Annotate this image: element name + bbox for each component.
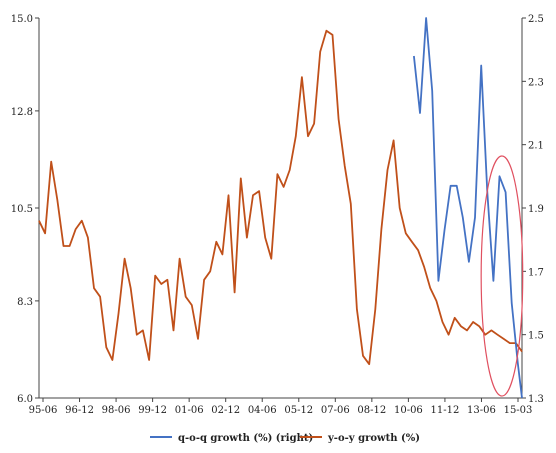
x-tick-label: 01-06 — [175, 405, 204, 416]
q-o-q-growth-line — [413, 17, 523, 399]
left-y-tick-label: 12.8 — [11, 107, 33, 118]
x-tick-label: 11-12 — [431, 405, 460, 416]
right-y-tick-label: 1.5 — [528, 331, 544, 342]
left-y-tick-label: 6.0 — [17, 394, 33, 405]
right-y-tick-labels: 1.3 1.5 1.7 1.9 2.1 2.3 2.5 — [522, 14, 544, 405]
series-layer — [38, 17, 523, 399]
x-tick-label: 02-12 — [211, 405, 240, 416]
x-tick-label: 96-12 — [65, 405, 94, 416]
annotation-layer — [480, 155, 524, 397]
x-tick-label: 05-12 — [284, 405, 313, 416]
right-y-tick-label: 2.5 — [528, 14, 544, 25]
x-tick-label: 10-06 — [394, 405, 423, 416]
x-tick-label: 13-06 — [467, 405, 496, 416]
left-y-tick-label: 10.5 — [11, 204, 33, 215]
x-tick-label: 15-03 — [504, 405, 533, 416]
right-y-tick-label: 1.9 — [528, 204, 544, 215]
left-y-tick-labels: 6.0 8.3 10.5 12.8 15.0 — [11, 14, 39, 405]
plot-area-frame — [38, 18, 523, 399]
x-tick-label: 07-06 — [321, 405, 350, 416]
left-y-tick-label: 8.3 — [17, 297, 33, 308]
legend: q-o-q growth (%) (right) y-o-y growth (%… — [150, 433, 420, 444]
highlight-ellipse — [480, 155, 524, 397]
x-tick-labels: 95-06 96-12 98-06 99-12 01-06 02-12 04-06 05-12… — [29, 398, 533, 416]
right-y-tick-label: 1.3 — [528, 394, 544, 405]
right-y-tick-label: 2.3 — [528, 77, 544, 88]
left-y-tick-label: 15.0 — [11, 14, 33, 25]
x-tick-label: 99-12 — [138, 405, 167, 416]
right-y-tick-label: 2.1 — [528, 141, 544, 152]
y-o-y-growth-line — [38, 29, 523, 366]
x-tick-label: 95-06 — [29, 405, 58, 416]
right-y-tick-label: 1.7 — [528, 267, 544, 278]
x-tick-label: 08-12 — [357, 405, 386, 416]
legend-label-q-o-q: q-o-q growth (%) (right) — [178, 433, 313, 444]
x-tick-label: 04-06 — [248, 405, 277, 416]
x-tick-label: 98-06 — [102, 405, 131, 416]
legend-label-y-o-y: y-o-y growth (%) — [327, 433, 420, 444]
